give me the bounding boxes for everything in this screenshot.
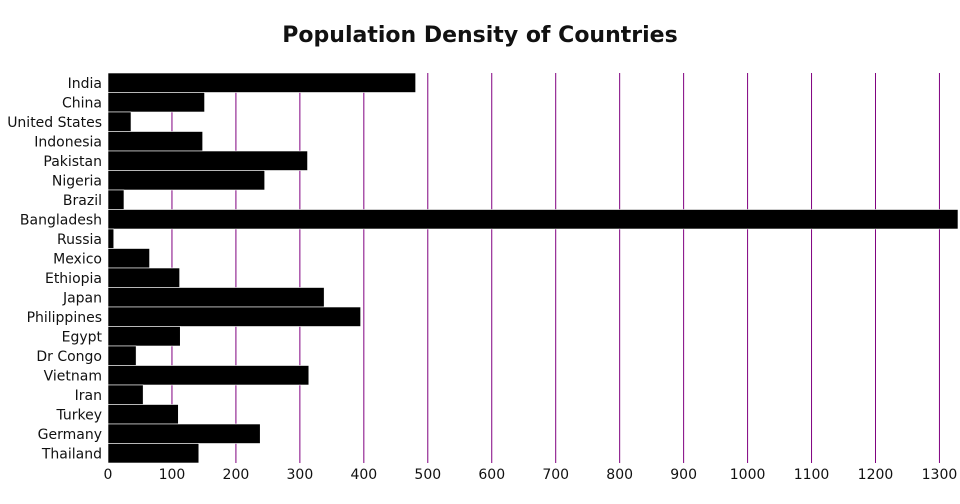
bar xyxy=(107,72,416,93)
y-tick-label: India xyxy=(68,76,102,92)
x-tick-label: 100 xyxy=(159,467,186,483)
bar xyxy=(107,443,200,464)
x-tick-label: 1300 xyxy=(922,467,958,483)
bar xyxy=(107,306,361,327)
y-tick-label: Egypt xyxy=(62,329,103,345)
x-tick-label: 1100 xyxy=(794,467,830,483)
chart-title: Population Density of Countries xyxy=(282,23,677,48)
y-tick-label: Germany xyxy=(38,427,102,443)
x-axis-labels: 0 100 200 300 400 500 600 700 800 900 1000 1100 1200… xyxy=(104,467,958,483)
x-tick-label: 700 xyxy=(542,467,569,483)
y-tick-label: Iran xyxy=(75,388,102,404)
y-tick-label: Thailand xyxy=(41,446,102,462)
bar xyxy=(107,423,261,444)
bar xyxy=(107,228,115,249)
y-axis-labels: India China United States Indonesia Pakistan… xyxy=(7,76,102,463)
y-tick-label: Pakistan xyxy=(43,154,102,170)
x-tick-label: 1000 xyxy=(730,467,766,483)
bars xyxy=(107,72,959,464)
y-tick-label: Dr Congo xyxy=(36,349,102,365)
bar xyxy=(107,111,132,132)
y-tick-label: United States xyxy=(7,115,102,131)
bar xyxy=(107,170,265,191)
y-tick-label: Japan xyxy=(62,290,102,306)
y-tick-label: Mexico xyxy=(53,251,102,267)
bar xyxy=(107,209,959,230)
y-tick-label: Russia xyxy=(57,232,102,248)
bar xyxy=(107,150,308,171)
bar xyxy=(107,287,325,308)
bar xyxy=(107,267,180,288)
bar xyxy=(107,326,181,347)
x-tick-label: 1200 xyxy=(858,467,894,483)
x-tick-label: 800 xyxy=(606,467,633,483)
y-tick-label: Vietnam xyxy=(44,368,102,384)
bar xyxy=(107,131,203,152)
y-tick-label: Bangladesh xyxy=(20,212,102,228)
bar xyxy=(107,365,310,386)
x-tick-label: 900 xyxy=(670,467,697,483)
bar xyxy=(107,248,150,269)
y-tick-label: Turkey xyxy=(55,407,102,423)
x-tick-label: 600 xyxy=(478,467,505,483)
x-tick-label: 300 xyxy=(287,467,314,483)
y-tick-label: Indonesia xyxy=(34,134,102,150)
bar xyxy=(107,384,144,405)
bar xyxy=(107,92,205,113)
y-tick-label: Nigeria xyxy=(52,173,102,189)
x-tick-label: 200 xyxy=(223,467,250,483)
x-tick-label: 0 xyxy=(104,467,113,483)
x-tick-label: 400 xyxy=(350,467,377,483)
y-tick-label: Brazil xyxy=(63,193,102,209)
bar xyxy=(107,189,125,210)
y-tick-label: Ethiopia xyxy=(45,271,102,287)
y-tick-label: China xyxy=(62,95,102,111)
bar xyxy=(107,404,179,425)
x-tick-label: 500 xyxy=(414,467,441,483)
grid-lines xyxy=(171,73,940,463)
y-tick-label: Philippines xyxy=(27,310,102,326)
bar xyxy=(107,345,137,366)
